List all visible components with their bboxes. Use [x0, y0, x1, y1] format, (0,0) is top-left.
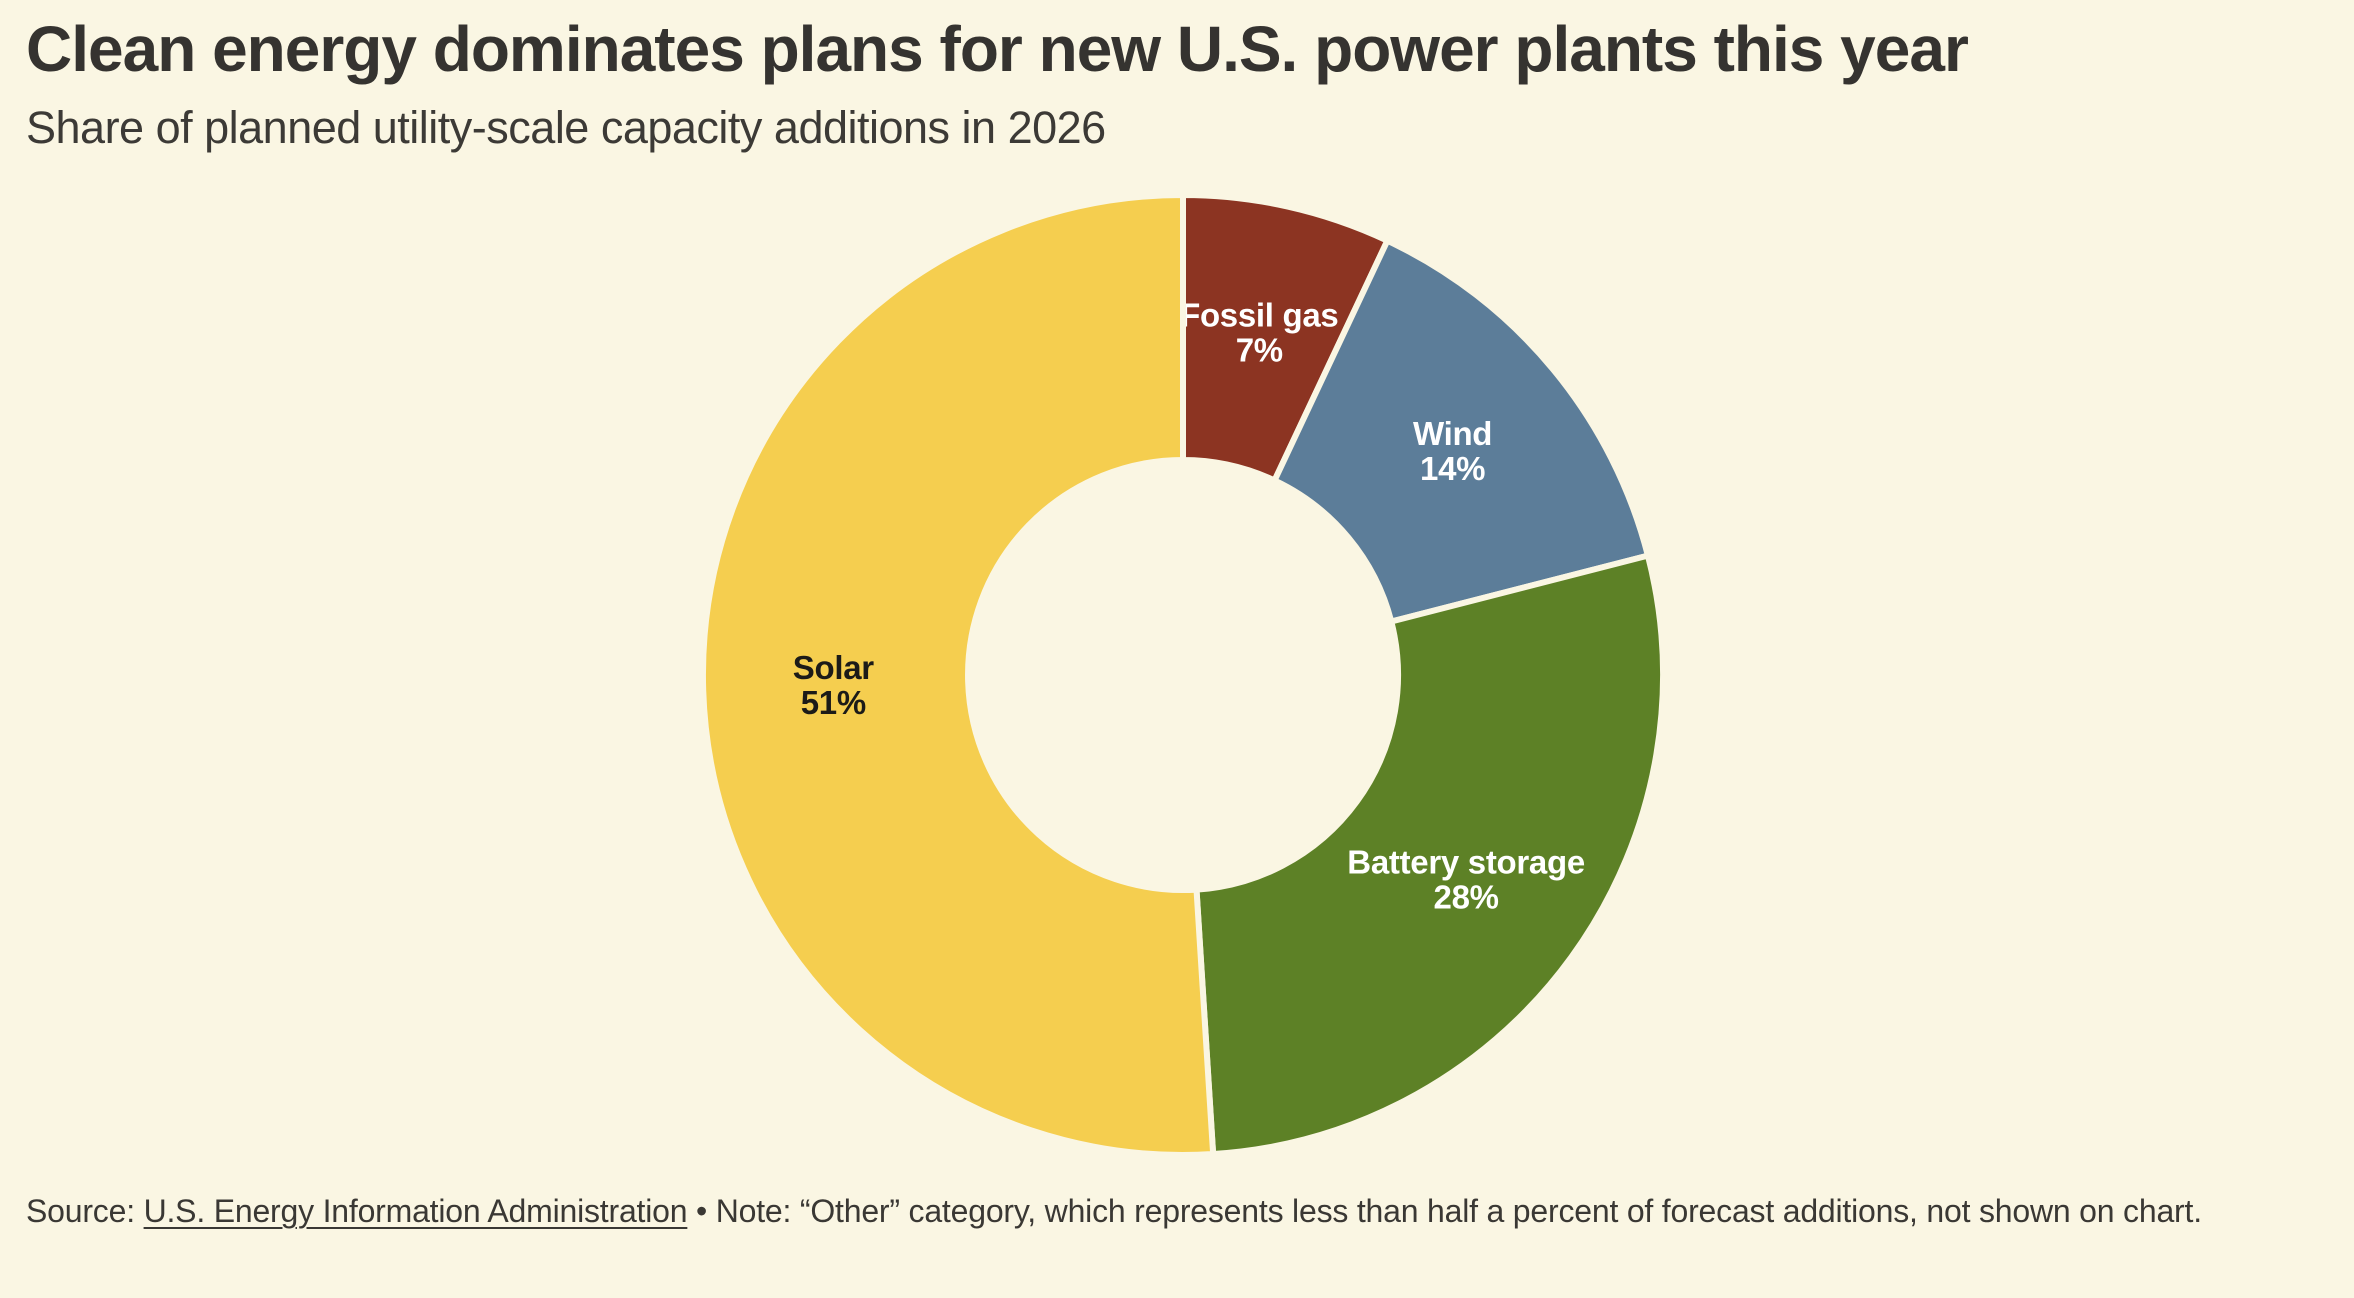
- note-text: • Note: “Other” category, which represen…: [687, 1193, 2202, 1229]
- slice-label-fossil-gas: Fossil gas 7%: [1180, 297, 1338, 369]
- slice-label-battery-storage: Battery storage 28%: [1347, 844, 1585, 916]
- source-note: Source: U.S. Energy Information Administ…: [26, 1186, 2330, 1236]
- slice-label-wind: Wind 14%: [1413, 415, 1492, 487]
- slice-battery-storage: [1193, 552, 1666, 1158]
- page-title: Clean energy dominates plans for new U.S…: [26, 13, 1969, 85]
- slice-wind: [1271, 237, 1651, 625]
- slice-label-solar: Solar 51%: [793, 649, 874, 721]
- donut-chart-svg: Fossil gas 7% Wind 14% Battery storage 28% Sol…: [699, 192, 1666, 1158]
- page-subtitle: Share of planned utility-scale capacity …: [26, 102, 1106, 153]
- source-link[interactable]: U.S. Energy Information Administration: [143, 1193, 688, 1229]
- slice-solar: [699, 192, 1217, 1158]
- source-prefix-label: Source:: [26, 1193, 144, 1229]
- donut-chart: Fossil gas 7% Wind 14% Battery storage 28% Sol…: [690, 182, 1676, 1168]
